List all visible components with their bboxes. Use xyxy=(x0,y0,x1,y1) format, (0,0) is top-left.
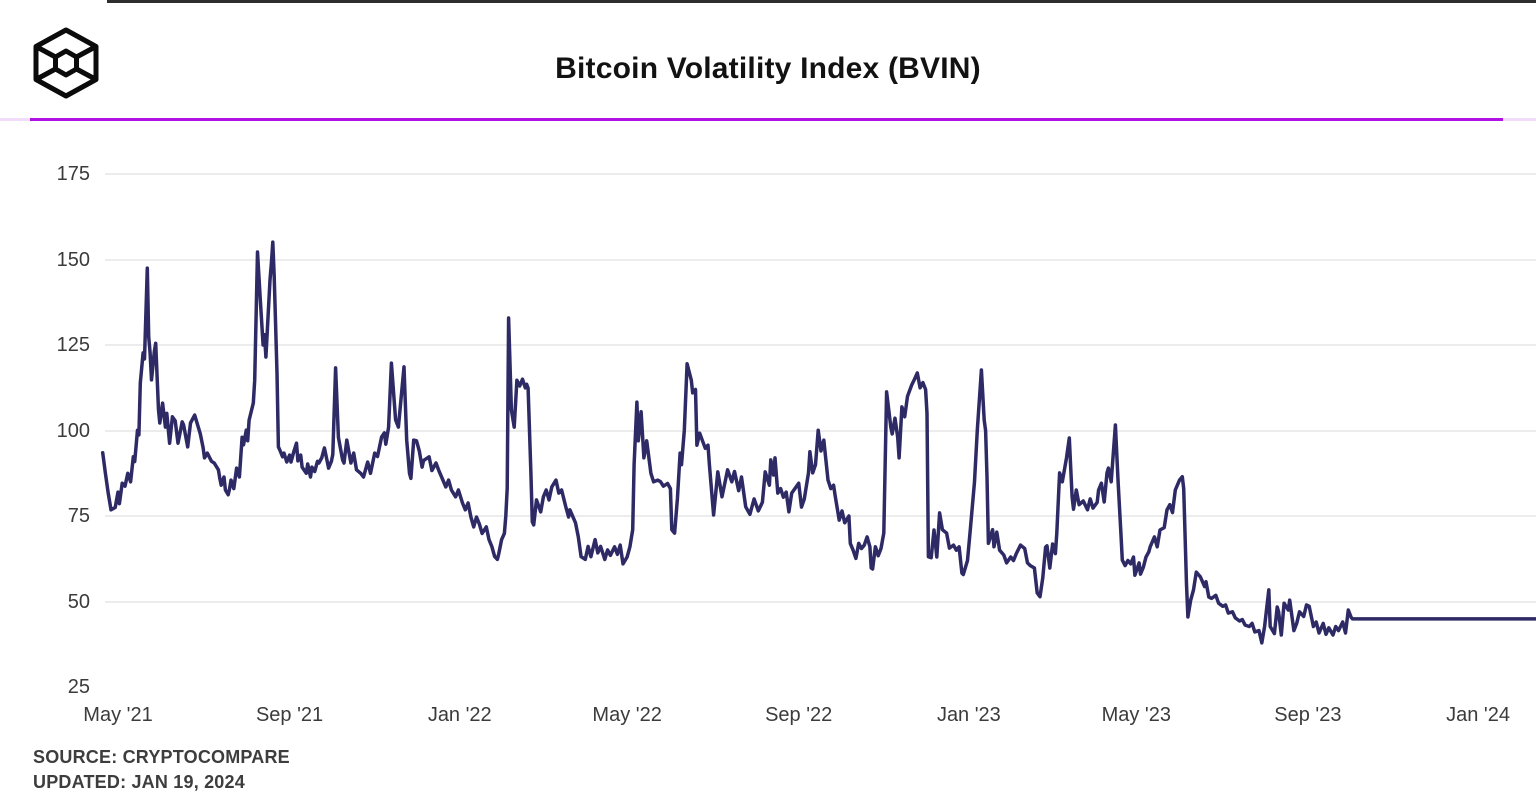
x-tick-label: May '21 xyxy=(83,704,153,726)
y-tick-label-175: 175 xyxy=(56,163,90,185)
x-tick-label: May '23 xyxy=(1101,704,1171,726)
source-text: SOURCE: CRYPTOCOMPARE xyxy=(33,747,290,767)
y-tick-label-75: 75 xyxy=(67,505,90,527)
gridline-175 xyxy=(105,173,1536,175)
y-tick-label-50: 50 xyxy=(67,590,90,613)
y-tick-label-25: 25 xyxy=(67,676,90,698)
gridline-75 xyxy=(105,515,1536,517)
x-tick-label: Jan '24 xyxy=(1446,704,1510,726)
gridline-50 xyxy=(105,600,1536,603)
gridline-100 xyxy=(105,429,1536,432)
cube-logo-icon xyxy=(33,27,99,99)
updated-text: UPDATED: JAN 19, 2024 xyxy=(33,772,245,792)
chart-title: Bitcoin Volatility Index (BVIN) xyxy=(555,52,981,85)
bvin-series-line xyxy=(100,240,1536,645)
y-tick-label-100: 100 xyxy=(56,419,90,442)
x-axis-line xyxy=(107,0,1536,3)
gridline-150 xyxy=(105,258,1536,261)
y-tick-label-150: 150 xyxy=(56,248,90,271)
x-tick-label: Sep '22 xyxy=(765,704,833,726)
x-tick-label: Jan '23 xyxy=(936,704,1001,726)
x-tick-label: May '22 xyxy=(592,704,662,726)
x-tick-label: Sep '23 xyxy=(1274,704,1342,726)
y-tick-label-125: 125 xyxy=(56,334,90,356)
gridline-125 xyxy=(105,344,1536,346)
x-tick-label: Jan '22 xyxy=(427,704,492,726)
x-tick-label: Sep '21 xyxy=(255,704,324,726)
header-divider xyxy=(30,118,1503,121)
